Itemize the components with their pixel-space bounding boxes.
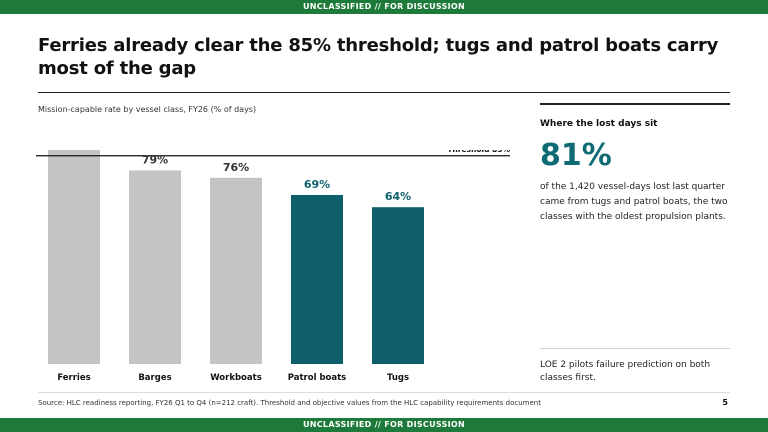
source-divider bbox=[38, 392, 730, 393]
classification-banner-bottom: UNCLASSIFIED // FOR DISCUSSION bbox=[0, 418, 768, 432]
source-note: Source: HLC readiness reporting, FY26 Q1… bbox=[38, 399, 541, 407]
category-label: Barges bbox=[138, 373, 171, 382]
value-label: 64% bbox=[385, 190, 411, 203]
sidebar-body-text: of the 1,420 vessel-days lost last quart… bbox=[540, 182, 728, 222]
classification-banner-top: UNCLASSIFIED // FOR DISCUSSION bbox=[0, 0, 768, 14]
bar-tugs bbox=[372, 207, 424, 364]
bar-ferries bbox=[48, 150, 100, 364]
page-number: 5 bbox=[722, 398, 728, 407]
value-label: 76% bbox=[223, 161, 249, 174]
category-label: Tugs bbox=[387, 373, 409, 382]
chart-subtitle: Mission-capable rate by vessel class, FY… bbox=[38, 105, 257, 114]
category-label: Patrol boats bbox=[288, 373, 347, 382]
category-label: Ferries bbox=[57, 373, 90, 382]
key-statistic: 81% bbox=[540, 138, 612, 173]
sidebar-heading: Where the lost days sit bbox=[540, 119, 658, 129]
sidebar-note: LOE 2 pilots failure prediction on both … bbox=[540, 360, 711, 383]
bar-patrol-boats bbox=[291, 194, 343, 364]
bar-workboats bbox=[210, 177, 262, 364]
sidebar-top-rule bbox=[540, 103, 730, 105]
bar-barges bbox=[129, 170, 181, 364]
threshold-label: Threshold 85% bbox=[447, 150, 510, 154]
category-label: Workboats bbox=[210, 373, 262, 382]
title-divider bbox=[38, 92, 730, 93]
value-label: 79% bbox=[142, 153, 168, 166]
mission-capable-bar-chart: Objective 92%Threshold 85% 88%79%76%69%6… bbox=[36, 150, 510, 382]
value-label: 69% bbox=[304, 178, 330, 191]
slide-headline: Ferries already clear the 85% threshold;… bbox=[38, 35, 719, 79]
sidebar-note-divider bbox=[540, 348, 730, 349]
